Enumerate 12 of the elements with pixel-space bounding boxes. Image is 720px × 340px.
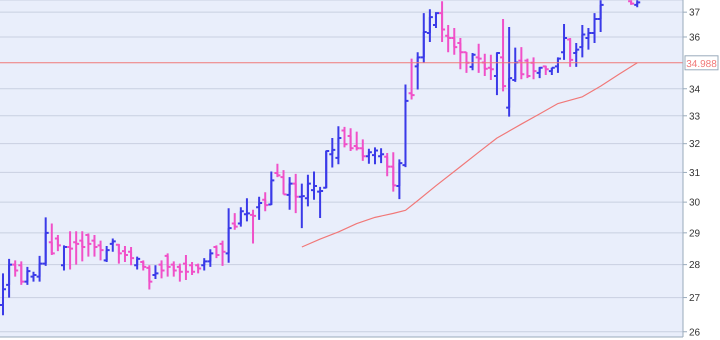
ref-line-label: 34.988	[686, 58, 718, 70]
y-tick-label: 29	[689, 228, 701, 240]
y-tick-label: 34	[689, 84, 701, 96]
y-tick-label: 37	[689, 8, 701, 19]
y-tick-label: 31	[689, 168, 701, 179]
y-tick-label: 36	[689, 32, 701, 44]
y-tick-label: 28	[689, 260, 701, 272]
y-tick-label: 27	[689, 293, 701, 304]
y-tick-label: 26	[689, 327, 701, 338]
y-tick-label: 33	[689, 111, 701, 122]
y-tick-label: 32	[689, 139, 701, 150]
y-tick-label: 30	[689, 198, 701, 209]
